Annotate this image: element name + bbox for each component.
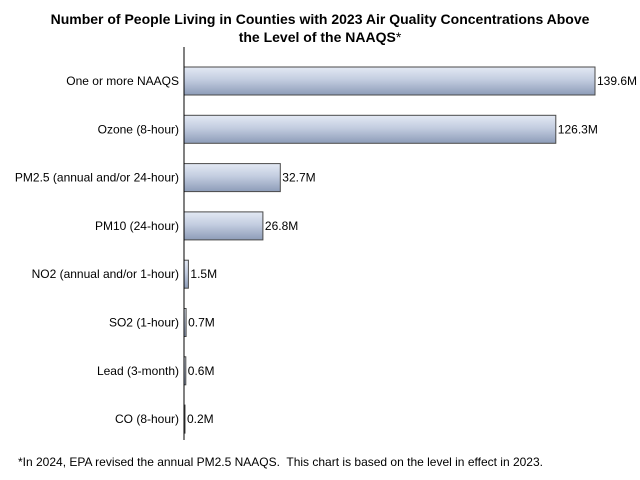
value-label-1: 126.3M <box>558 122 598 136</box>
value-label-0: 139.6M <box>597 74 637 88</box>
chart-title-line-1: Number of People Living in Counties with… <box>50 11 590 27</box>
category-label-3: PM10 (24-hour) <box>95 219 179 233</box>
bar-0 <box>183 66 596 96</box>
category-label-7: CO (8-hour) <box>115 412 179 426</box>
category-label-1: Ozone (8-hour) <box>98 122 179 136</box>
value-label-6: 0.6M <box>188 364 215 378</box>
category-label-6: Lead (3-month) <box>97 364 179 378</box>
value-label-4: 1.5M <box>190 267 217 281</box>
chart-title-footnote-mark: * <box>395 29 402 45</box>
value-label-5: 0.7M <box>188 316 215 330</box>
category-label-4: NO2 (annual and/or 1-hour) <box>32 267 179 281</box>
bar-4 <box>183 259 189 289</box>
category-label-0: One or more NAAQS <box>66 74 179 88</box>
value-label-2: 32.7M <box>282 171 315 185</box>
bar-3 <box>183 211 264 241</box>
chart-title: Number of People Living in Counties with… <box>0 10 640 46</box>
value-label-3: 26.8M <box>265 219 298 233</box>
bar-2 <box>183 163 281 193</box>
labels-layer: One or more NAAQS 139.6M Ozone (8-hour) 126… <box>15 74 637 426</box>
category-label-2: PM2.5 (annual and/or 24-hour) <box>15 171 179 185</box>
chart-title-line-2: the Level of the NAAQS* <box>0 28 640 46</box>
chart-title-line-2-text: the Level of the NAAQS <box>238 29 396 45</box>
bar-1 <box>183 114 557 144</box>
value-label-7: 0.2M <box>187 412 214 426</box>
category-label-5: SO2 (1-hour) <box>109 316 179 330</box>
footnote: *In 2024, EPA revised the annual PM2.5 N… <box>18 455 543 469</box>
bars-layer <box>183 66 596 434</box>
